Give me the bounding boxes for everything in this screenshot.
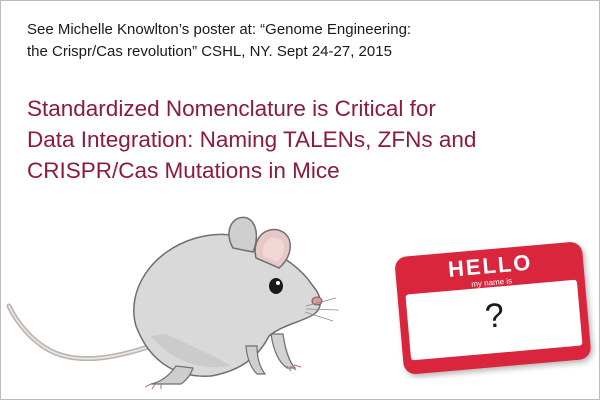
poster-title: Standardized Nomenclature is Critical fo…: [27, 93, 597, 186]
tag-name-value: ?: [483, 296, 506, 336]
title-line-3: CRISPR/Cas Mutations in Mice: [27, 158, 340, 183]
intro-line-2: the Crispr/Cas revolution” CSHL, NY. Sep…: [27, 43, 392, 60]
title-line-1: Standardized Nomenclature is Critical fo…: [27, 96, 436, 121]
intro-text: See Michelle Knowlton’s poster at: “Geno…: [27, 19, 587, 63]
title-line-2: Data Integration: Naming TALENs, ZFNs an…: [27, 127, 477, 152]
tag-text-layer: HELLO my name is ?: [383, 230, 600, 388]
mouse-illustration: [6, 216, 340, 390]
name-tag-sticker: [395, 242, 591, 375]
intro-line-1: See Michelle Knowlton’s poster at: “Geno…: [27, 21, 412, 38]
